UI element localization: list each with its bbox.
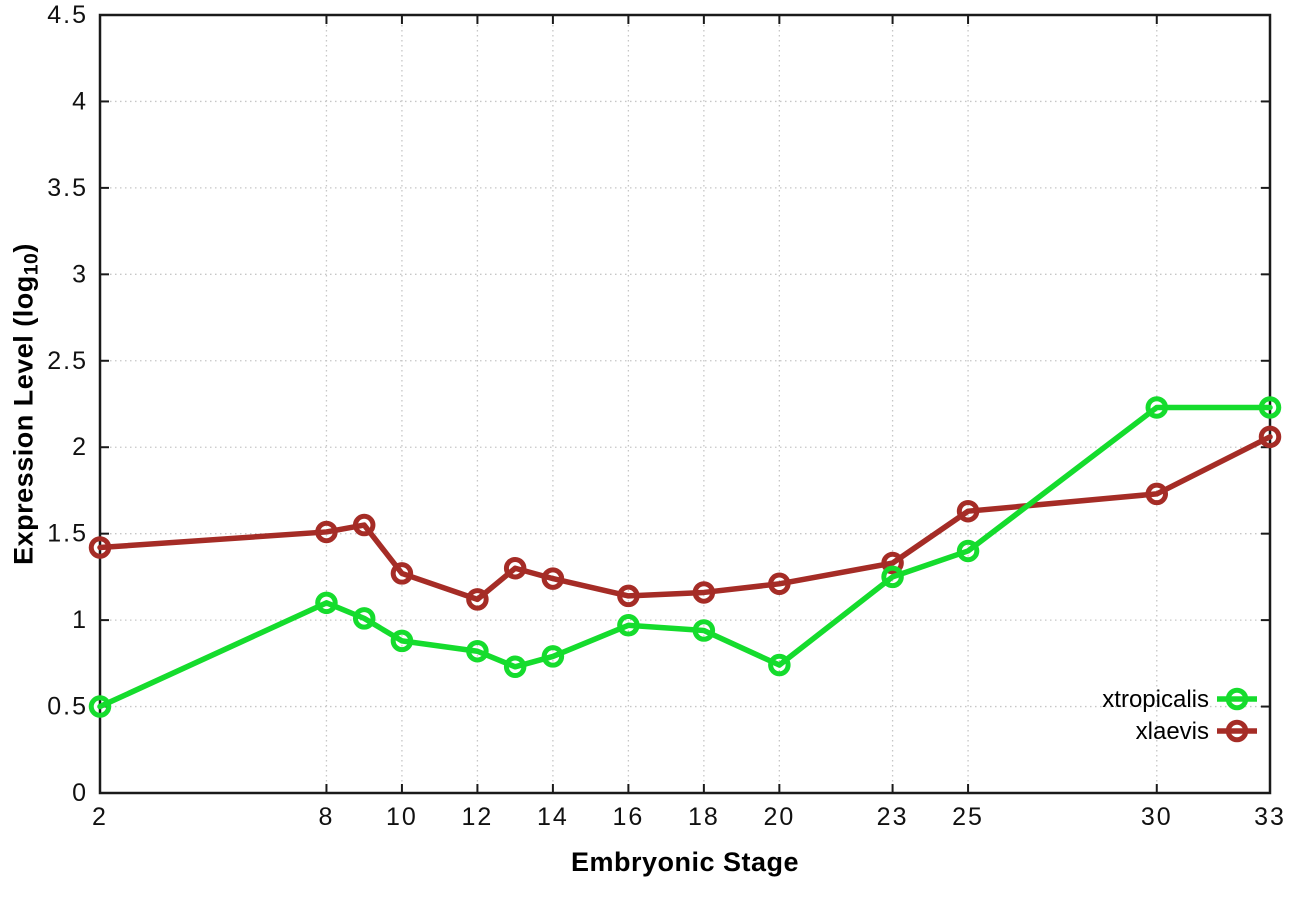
x-tick-label: 2 — [92, 803, 108, 831]
data-point-xtropicalis-20 — [768, 653, 791, 677]
data-point-xtropicalis-25 — [956, 539, 980, 563]
data-point-xlaevis-9 — [352, 513, 376, 537]
y-tick-label: 1.5 — [47, 520, 88, 548]
data-point-xlaevis-12 — [466, 588, 489, 611]
data-point-xtropicalis-14 — [541, 645, 565, 668]
data-point-xtropicalis-13 — [503, 655, 527, 679]
y-axis-title-subscript: 10 — [20, 252, 43, 276]
x-tick-label: 33 — [1254, 803, 1286, 831]
series-line-xlaevis — [97, 434, 1273, 603]
legend-marker-xtropicalis — [1225, 687, 1249, 711]
data-point-xlaevis-23 — [881, 551, 904, 575]
data-point-xtropicalis-12 — [466, 639, 489, 663]
data-point-xlaevis-16 — [617, 584, 640, 608]
x-tick-label: 25 — [952, 803, 984, 831]
y-axis-title-close: ) — [8, 243, 39, 253]
x-tick-label: 12 — [462, 803, 494, 831]
data-point-xlaevis-2 — [88, 536, 112, 559]
data-point-xlaevis-13 — [503, 556, 527, 580]
data-point-xtropicalis-18 — [692, 619, 716, 642]
y-tick-label: 3 — [72, 260, 88, 288]
x-tick-label: 10 — [386, 803, 418, 831]
y-tick-label: 4.5 — [47, 1, 88, 29]
plot-border — [98, 13, 1272, 795]
data-point-xtropicalis-10 — [390, 629, 414, 653]
x-tick-label: 16 — [612, 803, 644, 831]
x-tick-label: 8 — [318, 803, 334, 831]
x-tick-label: 30 — [1141, 803, 1173, 831]
y-tick-label: 2 — [72, 433, 88, 461]
data-point-xlaevis-8 — [315, 520, 338, 544]
y-axis-title-text: Expression Level (log — [8, 275, 39, 565]
y-tick-label: 3.5 — [47, 174, 88, 202]
legend-marker-xlaevis — [1225, 719, 1249, 743]
x-tick-label: 20 — [763, 803, 795, 831]
series-line-xtropicalis — [97, 404, 1273, 710]
legend-label-xtropicalis: xtropicalis — [1102, 686, 1209, 713]
x-axis-title: Embryonic Stage — [570, 847, 800, 877]
data-point-xtropicalis-23 — [881, 565, 904, 589]
data-point-xlaevis-30 — [1145, 482, 1169, 506]
x-tick-label: 18 — [688, 803, 720, 831]
y-tick-label: 4 — [72, 87, 88, 115]
data-point-xlaevis-20 — [768, 572, 791, 596]
y-tick-label: 0.5 — [47, 693, 88, 721]
data-point-xtropicalis-8 — [315, 591, 338, 615]
data-point-xlaevis-14 — [541, 567, 565, 590]
data-point-xlaevis-33 — [1258, 425, 1282, 449]
y-tick-label: 1 — [72, 606, 88, 634]
data-point-xtropicalis-2 — [88, 695, 112, 718]
data-point-xtropicalis-16 — [617, 614, 640, 637]
data-point-xlaevis-25 — [956, 499, 980, 523]
legend-label-xlaevis: xlaevis — [1136, 718, 1209, 745]
data-point-xtropicalis-33 — [1258, 396, 1282, 419]
x-tick-label: 14 — [537, 803, 569, 831]
data-point-xlaevis-18 — [692, 581, 716, 604]
y-tick-label: 2.5 — [47, 347, 88, 375]
data-point-xlaevis-10 — [390, 562, 414, 585]
y-axis-title: Expression Level (log10) — [9, 243, 44, 565]
y-tick-label: 0 — [72, 779, 88, 807]
x-tick-label: 23 — [877, 803, 909, 831]
data-point-xtropicalis-30 — [1145, 396, 1169, 419]
data-point-xtropicalis-9 — [352, 607, 376, 630]
